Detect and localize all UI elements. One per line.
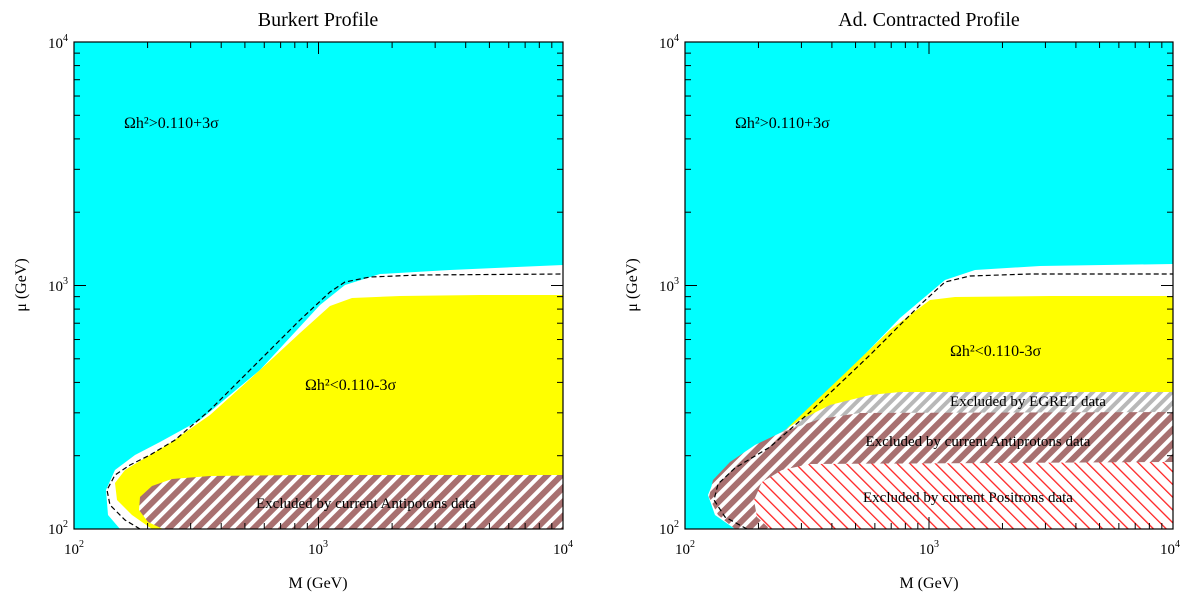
region-label-overabundant: Ωh²>0.110+3σ [735,115,830,132]
svg-text:103: 103 [659,276,679,295]
region-label-underabundant: Ωh²<0.110-3σ [950,343,1041,360]
y-axis-label: μ (GeV) [13,258,30,311]
x-tick-label: 102 [64,539,84,558]
region-label-positrons: Excluded by current Positrons data [863,490,1073,506]
region-label-antiprotons: Excluded by current Antiprotons data [866,434,1091,450]
region-excluded-positrons [754,462,1173,529]
svg-text:102: 102 [64,539,84,558]
y-tick-label: 103 [659,276,679,295]
region-label-egret: Excluded by EGRET data [950,394,1106,410]
svg-text:104: 104 [1160,539,1180,558]
plot-area [74,42,563,529]
chart-title: Ad. Contracted Profile [838,9,1020,31]
region-excluded-antiprotons [139,475,563,529]
chart-title: Burkert Profile [258,9,379,31]
region-underabundant [115,295,563,529]
svg-text:102: 102 [659,519,679,538]
svg-text:104: 104 [553,539,573,558]
y-tick-label: 104 [48,33,68,52]
y-tick-label: 103 [48,276,68,295]
y-tick-label: 102 [48,519,68,538]
dashed-boundary [106,273,563,529]
y-tick-label: 104 [659,33,679,52]
x-tick-label: 104 [553,539,573,558]
plot-area [685,42,1173,529]
panel-ad-contracted: Ad. Contracted Profile 102 103 104 102 1… [624,9,1180,592]
x-axis-label: M (GeV) [288,575,347,592]
svg-text:103: 103 [308,539,328,558]
svg-text:104: 104 [659,33,679,52]
x-axis-label: M (GeV) [899,575,958,592]
region-label-overabundant: Ωh²>0.110+3σ [124,115,219,132]
axis-ticks [684,42,1173,530]
x-tick-label: 102 [675,539,695,558]
region-label-underabundant: Ωh²<0.110-3σ [305,377,396,394]
svg-text:104: 104 [48,33,68,52]
y-tick-label: 102 [659,519,679,538]
panel-burkert: Burkert Profile 102 103 104 102 103 104 [13,9,573,592]
x-tick-label: 103 [919,539,939,558]
svg-text:102: 102 [48,519,68,538]
x-tick-label: 104 [1160,539,1180,558]
axis-ticks [73,42,563,530]
x-tick-label: 103 [308,539,328,558]
y-axis-label: μ (GeV) [624,258,641,311]
svg-text:102: 102 [675,539,695,558]
svg-text:103: 103 [919,539,939,558]
dashed-boundary [713,273,1173,529]
region-label-antiprotons: Excluded by current Antipotons data [256,496,476,512]
svg-text:103: 103 [48,276,68,295]
